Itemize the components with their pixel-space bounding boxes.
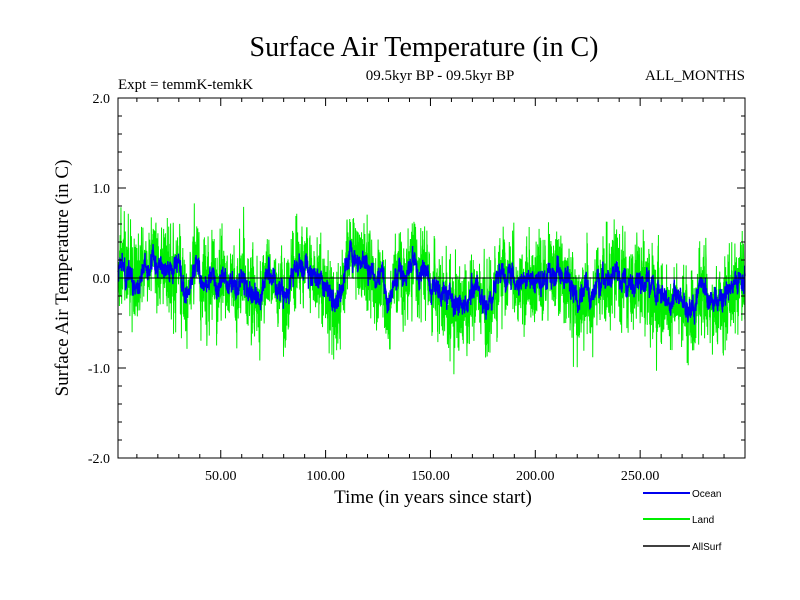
y-tick-label: -2.0 [88, 452, 110, 467]
plot-area [117, 203, 746, 375]
legend-label-allsurf: AllSurf [692, 542, 722, 553]
y-tick-label: 2.0 [93, 92, 111, 107]
period-label: 09.5kyr BP - 09.5kyr BP [366, 68, 515, 84]
legend-label-ocean: Ocean [692, 489, 721, 500]
y-axis-label: Surface Air Temperature (in C) [52, 160, 73, 397]
x-axis-label: Time (in years since start) [334, 487, 532, 508]
y-tick-label: 1.0 [93, 182, 111, 197]
x-tick-label: 150.00 [411, 469, 450, 484]
chart-title: Surface Air Temperature (in C) [250, 32, 599, 63]
x-tick-label: 200.00 [516, 469, 555, 484]
ocean-line [117, 239, 746, 325]
x-tick-label: 50.00 [205, 469, 237, 484]
series-ocean [117, 239, 746, 325]
x-axis: 50.00 100.00 150.00 200.00 250.00 [136, 98, 725, 484]
x-tick-label: 250.00 [621, 469, 660, 484]
x-tick-label: 100.00 [306, 469, 345, 484]
months-label: ALL_MONTHS [645, 68, 745, 84]
y-axis: 2.0 1.0 0.0 -1.0 -2.0 [88, 92, 745, 467]
y-tick-label: 0.0 [93, 272, 111, 287]
legend-label-land: Land [692, 515, 714, 526]
y-tick-label: -1.0 [88, 362, 110, 377]
legend: Ocean Land AllSurf [643, 489, 722, 553]
expt-label: Expt = temmK-temkK [118, 77, 253, 93]
